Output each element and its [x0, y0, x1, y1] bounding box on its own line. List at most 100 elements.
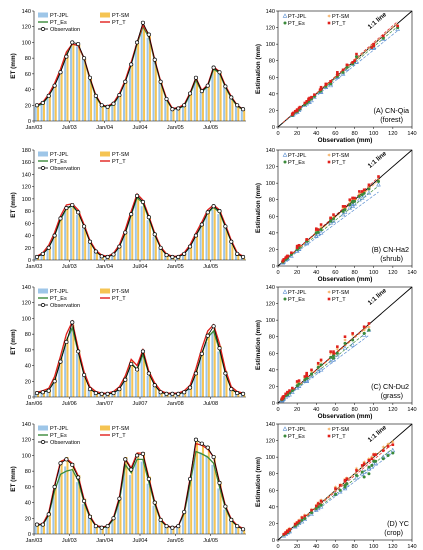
y-tick-label: 0 [28, 119, 31, 125]
bar-pt-jpl [234, 526, 237, 534]
bar-pt-jpl [134, 200, 137, 260]
legend: PT-JPL ✶ PT-SM PT_Es PT_T [282, 13, 349, 27]
bar-pt-sm [90, 387, 93, 397]
regression-line [282, 452, 394, 537]
bar-pt-jpl [240, 530, 243, 534]
point-pt-sm: ✶ [391, 439, 396, 446]
y-tick-label: 80 [25, 332, 31, 338]
observation-point [82, 56, 87, 61]
bar-pt-sm [131, 212, 134, 260]
y-tick-label: 100 [266, 318, 275, 324]
bar-pt-sm [160, 247, 163, 260]
bar-pt-sm [184, 391, 187, 397]
point-pt-es [310, 372, 313, 376]
observation-point [117, 244, 122, 249]
legend-swatch [100, 151, 110, 157]
bar-pt-jpl [40, 525, 43, 534]
bar-pt-sm [42, 523, 45, 534]
bar-pt-sm [66, 457, 69, 534]
point-pt-jpl [331, 357, 336, 362]
point-pt-t [284, 392, 287, 396]
point-pt-t [367, 322, 371, 325]
point-pt-t [336, 345, 339, 348]
observation-point [152, 383, 157, 388]
bar-pt-sm [237, 525, 240, 534]
legend: PT-JPL PT-SM PT_Es PT_T Observation [38, 288, 129, 309]
bar-pt-jpl [229, 243, 232, 260]
x-tick-label: 40 [313, 270, 319, 276]
bar-pt-sm [184, 510, 187, 534]
point-pt-sm: ✶ [335, 346, 340, 353]
y-tick-label: 100 [22, 316, 31, 322]
observation-point [146, 476, 151, 482]
y-tick-label: 0 [28, 258, 31, 264]
point-pt-jpl [331, 218, 336, 223]
point-pt-es [310, 511, 313, 515]
point-pt-t [314, 504, 318, 508]
bar-pt-sm [101, 106, 104, 121]
point-pt-t [284, 256, 287, 260]
point-pt-t [336, 71, 339, 74]
bar-pt-jpl [99, 394, 102, 397]
observation-point [217, 209, 222, 214]
x-tick-label: 80 [351, 131, 357, 137]
point-pt-t [386, 445, 390, 448]
bar-pt-sm [143, 452, 146, 534]
legend-label: Observation [50, 440, 80, 446]
point-pt-t [310, 95, 313, 99]
x-axis-label: Observation (mm) [318, 276, 373, 283]
point-pt-t [286, 529, 289, 533]
point-pt-es [391, 451, 395, 455]
bar-pt-sm [148, 476, 151, 534]
legend-label: PT_T [112, 433, 126, 439]
point-pt-es [329, 355, 333, 359]
legend-marker [283, 21, 287, 25]
observation-point [46, 93, 51, 98]
bar-pt-sm [107, 525, 110, 534]
bar-pt-jpl [75, 353, 78, 397]
point-pt-t [343, 205, 347, 208]
y-tick-label: 100 [266, 181, 275, 187]
bar-pt-jpl [128, 367, 131, 397]
bar-pt-jpl [170, 257, 173, 260]
point-pt-jpl [373, 461, 378, 466]
point-pt-t [351, 196, 354, 200]
point-pt-es [332, 217, 336, 221]
legend-label: PT-SM [332, 290, 349, 296]
observation-point [211, 324, 216, 329]
observation-point [205, 333, 210, 338]
observation-point [235, 251, 240, 256]
point-pt-t [286, 390, 289, 394]
point-pt-t [305, 100, 309, 103]
y-tick-label: 80 [269, 198, 275, 204]
bar-pt-sm [42, 253, 45, 260]
bar-pt-sm [119, 496, 122, 534]
bar-pt-sm [196, 234, 199, 260]
point-pt-es [303, 516, 307, 520]
bar-pt-sm [60, 217, 63, 260]
observation-point [129, 62, 134, 67]
y-tick-label: 20 [269, 384, 275, 390]
y-tick-label: 40 [25, 88, 31, 94]
y-tick-label: 60 [269, 488, 275, 494]
bar-pt-sm [160, 391, 163, 397]
bar-pt-jpl [117, 389, 120, 397]
y-tick-label: 0 [272, 125, 275, 131]
observation-point [117, 93, 122, 98]
point-pt-jpl [340, 71, 346, 76]
legend-label: PT_Es [50, 159, 67, 165]
x-tick-label: Jan/04 [96, 538, 113, 544]
point-pt-sm: ✶ [350, 332, 355, 339]
bar-pt-jpl [128, 217, 131, 260]
observation-point [70, 40, 75, 45]
legend-marker [327, 434, 331, 438]
bar-pt-sm [190, 476, 193, 534]
observation-point [170, 254, 175, 259]
legend-label: PT-JPL [50, 289, 68, 295]
legend-label: PT-SM [112, 289, 129, 295]
legend-marker: ✶ [327, 289, 332, 296]
bar-pt-jpl [99, 106, 102, 121]
bar-pt-jpl [46, 391, 49, 397]
bar-pt-jpl [64, 211, 67, 260]
bar-pt-jpl [111, 255, 114, 260]
